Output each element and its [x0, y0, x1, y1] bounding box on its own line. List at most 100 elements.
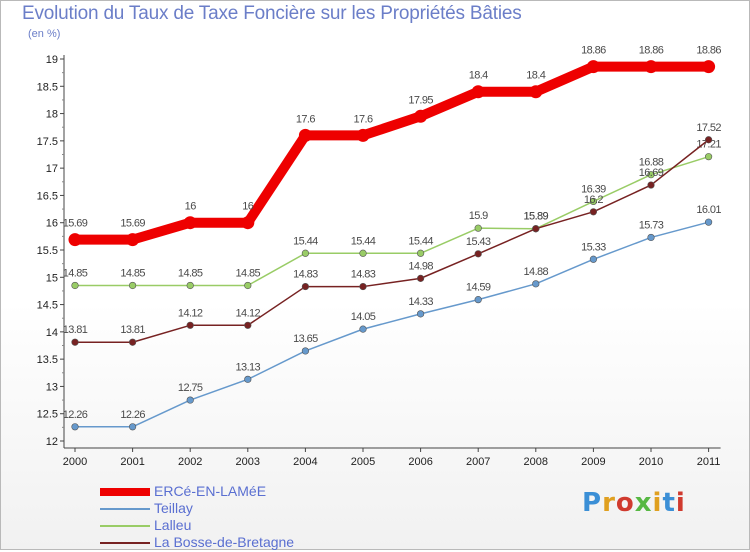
data-point-series-1	[474, 296, 482, 304]
data-label-series-2: 17.21	[696, 139, 721, 151]
data-point-series-1	[359, 325, 367, 333]
data-point-series-1	[301, 347, 310, 355]
y-tick-label: 16.5	[37, 190, 58, 202]
data-label-series-2: 14.85	[236, 267, 261, 279]
x-tick-label: 2009	[581, 456, 605, 468]
data-label-series-3: 14.12	[178, 307, 203, 319]
data-label-series-0: 18.86	[581, 45, 606, 57]
proxiti-logo: Proxiti	[582, 488, 686, 518]
series-line-0	[75, 61, 709, 245]
data-label-series-1: 12.75	[178, 382, 203, 394]
data-point-series-2	[129, 281, 137, 290]
legend-label: ERCé-EN-LAMéE	[154, 483, 267, 499]
y-tick-label: 12	[46, 436, 58, 448]
data-point-series-1	[704, 218, 713, 226]
y-tick-label: 17	[46, 163, 58, 175]
data-label-series-2: 14.85	[178, 267, 203, 279]
data-label-series-1: 13.65	[293, 333, 318, 345]
series-line-3	[75, 139, 710, 343]
data-point-series-0	[126, 233, 140, 247]
data-point-series-1	[129, 423, 137, 431]
data-label-series-0: 17.95	[408, 94, 433, 106]
legend-label: Teillay	[154, 500, 193, 516]
x-tick-label: 2008	[524, 456, 548, 468]
data-point-series-2	[301, 249, 310, 257]
y-tick-label: 19	[46, 54, 58, 66]
data-label-series-2: 16.88	[639, 157, 664, 169]
data-point-series-3	[532, 225, 540, 233]
data-label-series-1: 12.26	[63, 409, 88, 421]
data-point-series-0	[241, 216, 255, 230]
data-label-series-3: 16.69	[639, 167, 664, 179]
data-label-series-0: 17.6	[296, 113, 315, 125]
data-label-series-1: 14.59	[466, 282, 491, 294]
data-label-series-1: 14.33	[408, 296, 433, 308]
y-unit-label: (en %)	[28, 28, 61, 40]
y-tick-label: 12.5	[37, 409, 58, 421]
x-tick-label: 2003	[236, 456, 260, 468]
data-point-series-2	[417, 249, 425, 257]
series-line-2	[75, 155, 709, 287]
y-tick-label: 14.5	[37, 300, 58, 312]
data-label-series-3: 15.89	[524, 211, 549, 223]
x-tick-label: 2004	[293, 456, 317, 468]
data-label-series-2: 14.85	[120, 267, 145, 279]
data-point-series-1	[71, 423, 79, 431]
data-label-series-2: 16.39	[581, 183, 606, 195]
x-tick-label: 2000	[63, 456, 87, 468]
data-label-series-1: 15.33	[581, 241, 606, 253]
data-point-series-3	[71, 338, 79, 346]
data-point-series-2	[359, 249, 367, 257]
y-tick-label: 14	[46, 327, 58, 339]
data-label-series-2: 15.44	[293, 235, 318, 247]
data-point-series-1	[589, 255, 598, 263]
data-point-series-2	[71, 281, 79, 290]
chart-title: Evolution du Taux de Taxe Foncière sur l…	[22, 3, 522, 24]
data-point-series-3	[301, 282, 310, 291]
data-point-series-1	[417, 310, 425, 318]
data-label-series-2: 14.85	[63, 267, 88, 279]
data-point-series-3	[474, 250, 482, 258]
data-label-series-0: 18.86	[696, 45, 721, 57]
data-label-series-1: 15.73	[639, 219, 664, 231]
data-label-series-3: 14.98	[408, 260, 433, 272]
data-label-series-0: 16	[242, 201, 254, 213]
legend-swatch	[100, 542, 150, 544]
data-point-series-0	[529, 85, 543, 99]
data-point-series-0	[68, 233, 82, 247]
x-tick-label: 2001	[120, 456, 144, 468]
y-tick-label: 15.5	[37, 245, 58, 257]
data-point-series-0	[298, 128, 312, 142]
x-tick-label: 2002	[178, 456, 202, 468]
y-tick-label: 13.5	[37, 354, 58, 366]
data-point-series-3	[704, 136, 713, 144]
legend-label: La Bosse-de-Bretagne	[154, 534, 295, 550]
data-label-series-3: 14.12	[236, 307, 261, 319]
series-line-1	[75, 221, 709, 428]
data-label-series-0: 18.86	[639, 45, 664, 57]
data-label-series-2: 15.44	[408, 235, 433, 247]
data-point-series-3	[129, 338, 137, 346]
data-label-series-2: 15.44	[351, 235, 376, 247]
data-point-series-2	[589, 197, 598, 206]
data-point-series-0	[414, 109, 428, 123]
x-tick-label: 2006	[408, 456, 432, 468]
y-tick-label: 13	[46, 381, 58, 393]
data-label-series-0: 18.4	[526, 70, 545, 82]
data-label-series-0: 17.6	[353, 113, 372, 125]
x-tick-label: 2010	[639, 456, 663, 468]
data-point-series-3	[359, 282, 367, 291]
data-label-series-2: 15.89	[524, 211, 549, 223]
y-tick-label: 17.5	[37, 136, 58, 148]
data-label-series-0: 16	[185, 201, 197, 213]
data-label-series-3: 14.83	[351, 269, 376, 281]
data-label-series-2: 15.9	[469, 210, 488, 222]
data-point-series-0	[356, 128, 370, 142]
y-tick-label: 15	[46, 272, 58, 284]
data-label-series-3: 14.83	[293, 269, 318, 281]
data-point-series-0	[644, 60, 658, 74]
data-point-series-3	[244, 321, 252, 329]
data-label-series-1: 12.26	[120, 409, 145, 421]
legend-swatch	[100, 525, 150, 527]
